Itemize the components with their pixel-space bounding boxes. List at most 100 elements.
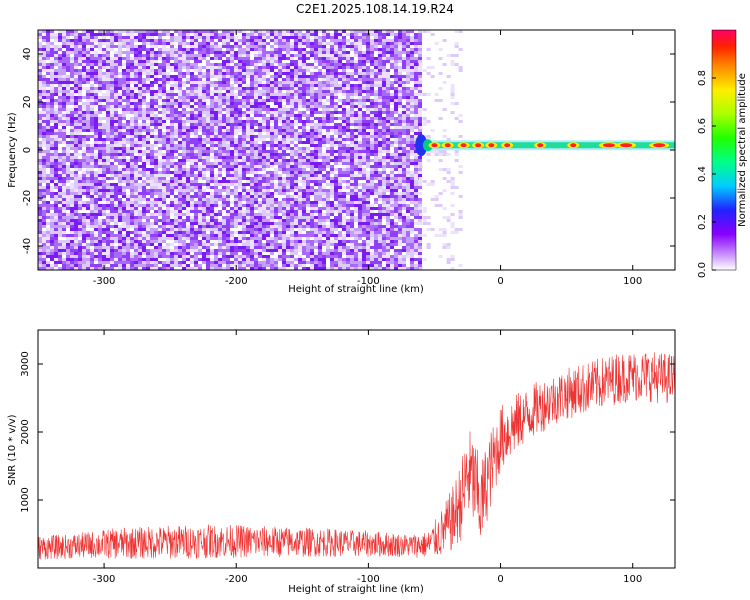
spectrogram-cell — [266, 54, 270, 57]
spectrogram-cell — [214, 258, 218, 261]
spectrogram-cell — [126, 234, 130, 237]
spectrogram-cell — [78, 216, 82, 219]
spectrogram-cell — [126, 63, 130, 66]
spectrogram-cell — [306, 249, 310, 252]
spectrogram-cell — [306, 117, 310, 120]
spectrogram-cell — [110, 120, 114, 123]
spectrogram-cell — [206, 183, 210, 186]
spectrogram-cell — [54, 207, 58, 210]
spectrogram-cell — [190, 87, 194, 90]
spectrogram-cell — [206, 69, 210, 72]
spectrogram-cell — [238, 240, 242, 243]
spectrogram-cell — [150, 81, 154, 84]
spectrogram-cell — [130, 246, 134, 249]
spectrogram-cell — [178, 213, 182, 216]
spectrogram-cell — [46, 117, 50, 120]
spectrogram-cell — [238, 153, 242, 156]
spectrogram-cell — [150, 195, 154, 198]
spectrogram-cell — [286, 30, 290, 33]
spectrogram-cell — [94, 93, 98, 96]
spectrogram-cell — [226, 150, 230, 153]
spectrogram-cell — [138, 210, 142, 213]
spectrogram-cell — [254, 258, 258, 261]
spectrogram-cell — [126, 120, 130, 123]
spectrogram-cell — [302, 165, 306, 168]
spectrogram-cell — [234, 159, 238, 162]
spectrogram-cell — [70, 138, 74, 141]
spectrogram-cell — [314, 57, 318, 60]
spectrogram-cell — [146, 150, 150, 153]
spectrogram-cell — [126, 33, 130, 36]
spectrogram-cell — [226, 144, 230, 147]
spectrogram-cell — [262, 51, 266, 54]
spectrogram-cell — [158, 180, 162, 183]
spectrogram-cell — [110, 132, 114, 135]
spectrogram-cell — [66, 198, 70, 201]
spectrogram-cell — [250, 147, 254, 150]
spectrogram-cell — [42, 195, 46, 198]
spectrogram-cell — [50, 105, 54, 108]
spectrogram-cell — [198, 183, 202, 186]
spectrogram-cell — [242, 87, 246, 90]
spectrogram-cell — [178, 147, 182, 150]
spectrogram-cell — [94, 126, 98, 129]
spectrogram-cell — [270, 132, 274, 135]
spectrogram-cell — [150, 162, 154, 165]
spectrogram-cell — [182, 42, 186, 45]
spectrogram-cell — [178, 264, 182, 267]
spectrogram-cell — [102, 213, 106, 216]
spectrogram-cell — [62, 93, 66, 96]
spectrogram-cell — [90, 96, 94, 99]
spectrogram-cell — [38, 111, 42, 114]
spectrogram-cell — [134, 105, 138, 108]
spectrogram-cell — [158, 123, 162, 126]
spectrogram-cell — [130, 96, 134, 99]
spectrogram-cell — [242, 138, 246, 141]
spectrogram-cell — [294, 237, 298, 240]
spectrogram-cell — [266, 78, 270, 81]
spectrogram-cell — [42, 198, 46, 201]
spectrogram-cell — [254, 72, 258, 75]
spectrogram-cell — [190, 183, 194, 186]
spectrogram-cell — [294, 198, 298, 201]
spectrogram-cell — [54, 33, 58, 36]
spectrogram-cell — [166, 105, 170, 108]
spectrogram-cell — [206, 228, 210, 231]
spectrogram-cell — [230, 168, 234, 171]
spectrogram-cell — [158, 162, 162, 165]
spectrogram-cell — [182, 243, 186, 246]
spectrogram-cell — [174, 150, 178, 153]
spectrogram-cell — [294, 165, 298, 168]
spectrogram-cell — [102, 204, 106, 207]
spectrogram-cell — [66, 174, 70, 177]
spectrogram-cell — [214, 42, 218, 45]
spectrogram-cell — [42, 66, 46, 69]
spectrogram-cell — [238, 174, 242, 177]
spectrogram-cell — [182, 180, 186, 183]
spectrogram-cell — [170, 63, 174, 66]
spectrogram-cell — [98, 90, 102, 93]
spectrogram-cell — [66, 141, 70, 144]
spectrogram-cell — [254, 186, 258, 189]
spectrogram-cell — [218, 117, 222, 120]
spectrogram-cell — [146, 228, 150, 231]
spectrogram-cell — [110, 198, 114, 201]
spectrogram-cell — [174, 39, 178, 42]
spectrogram-cell — [74, 243, 78, 246]
spectrogram-cell — [86, 69, 90, 72]
spectrogram-cell — [230, 126, 234, 129]
spectrogram-cell — [314, 126, 318, 129]
spectrogram-cell — [106, 153, 110, 156]
spectrogram-cell — [166, 66, 170, 69]
spectrogram-cell — [230, 177, 234, 180]
spectrogram-cell — [190, 222, 194, 225]
spectrogram-cell — [230, 210, 234, 213]
spectrogram-cell — [306, 105, 310, 108]
spectrogram-cell — [166, 96, 170, 99]
spectrogram-cell — [222, 198, 226, 201]
spectrogram-cell — [206, 90, 210, 93]
spectrogram-cell — [178, 123, 182, 126]
spectrogram-cell — [122, 207, 126, 210]
spectrogram-cell — [298, 204, 302, 207]
spectrogram-cell — [298, 258, 302, 261]
